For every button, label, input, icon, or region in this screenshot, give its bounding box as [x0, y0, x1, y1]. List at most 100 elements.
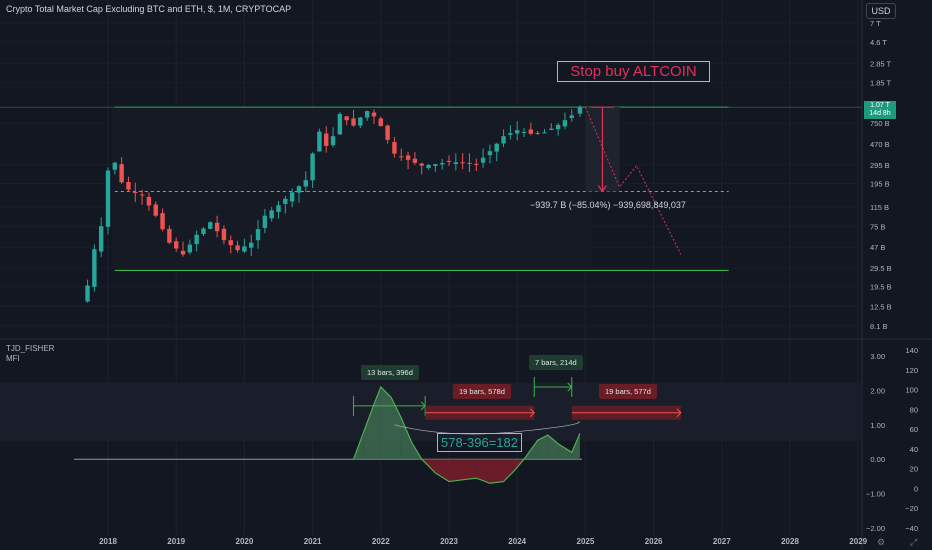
ind-left-tick: −1.00 [866, 490, 885, 499]
candle-body [98, 226, 104, 252]
candle-body [358, 117, 363, 126]
y-tick-label: 75 B [870, 222, 885, 231]
candle-body [535, 132, 540, 134]
x-tick-label: 2029 [849, 537, 867, 546]
indicator-area-segment [547, 435, 559, 460]
currency-button[interactable]: USD [866, 3, 896, 19]
y-tick-label: 750 B [870, 119, 890, 128]
candle-body [153, 204, 158, 216]
candle-body [501, 136, 506, 144]
candle-body [119, 164, 124, 183]
ind-right-tick: −40 [905, 524, 918, 533]
range-box [111, 107, 593, 271]
candle-body [562, 120, 568, 127]
expand-icon[interactable]: ⤢ [910, 537, 918, 547]
candle-body [412, 158, 418, 163]
y-tick-label: 12.5 B [870, 303, 892, 312]
range-arrow [676, 408, 682, 418]
candle-body [467, 162, 472, 164]
y-tick-label: 47 B [870, 243, 885, 252]
ind-right-tick: 0 [914, 484, 918, 493]
candle-body [139, 194, 145, 196]
candle-body [167, 228, 172, 243]
candle-body [515, 130, 520, 134]
indicator-area-segment [373, 386, 381, 460]
range-tag-2: 19 bars, 578d [453, 384, 511, 399]
indicator-area-segment [401, 417, 412, 460]
candle-body [160, 213, 165, 230]
candle-body [262, 215, 268, 228]
candle-body [249, 242, 254, 248]
candle-body [303, 180, 308, 187]
ind-right-tick: 120 [905, 366, 918, 375]
candle-body [317, 131, 322, 152]
ind-left-tick: 1.00 [870, 421, 885, 430]
drop-measure-label: −939.7 B (−85.04%) −939,698,849,037 [530, 200, 686, 210]
candle-body [487, 151, 493, 156]
range-tag-4: 19 bars, 577d [599, 384, 657, 399]
indicator-area-segment [462, 459, 477, 480]
y-tick-label: 195 B [870, 179, 890, 188]
y-tick-label: 7 T [870, 19, 881, 28]
candle-body [385, 125, 390, 140]
ind-right-tick: −20 [905, 504, 918, 513]
ind-right-tick: 80 [910, 405, 918, 414]
ind-left-tick: −2.00 [866, 524, 885, 533]
stop-buy-annotation[interactable]: Stop buy ALTCOIN [557, 61, 710, 82]
candle-body [214, 222, 220, 232]
y-tick-label: 8.1 B [870, 322, 888, 331]
candle-body [569, 115, 574, 119]
formula-annotation: 578-396=182 [437, 433, 522, 452]
candle-body [112, 162, 118, 170]
candle-body [180, 250, 186, 255]
candle-body [201, 228, 206, 234]
candle-body [405, 155, 411, 160]
last-price-value: 1.07 T [870, 102, 890, 109]
candle-body [494, 143, 499, 152]
candle-body [174, 241, 179, 249]
x-tick-label: 2028 [781, 537, 799, 546]
indicator-line [352, 385, 581, 484]
candle-body [426, 164, 431, 168]
candle-body [269, 210, 274, 219]
candle-body [446, 160, 452, 162]
candle-body [289, 192, 295, 202]
candle-body [508, 133, 513, 135]
candle-body [330, 136, 336, 146]
y-tick-label: 4.6 T [870, 38, 887, 47]
candle-body [549, 128, 554, 130]
candle-body [378, 118, 383, 127]
indicator-area-segment [380, 386, 392, 460]
x-tick-label: 2027 [713, 537, 731, 546]
candle-body [133, 192, 138, 194]
range-arrow [529, 408, 535, 418]
indicator-area-segment [503, 459, 514, 482]
y-tick-label: 295 B [870, 161, 890, 170]
candle-body [146, 196, 152, 206]
indicator-name-fisher[interactable]: TJD_FISHER [6, 344, 55, 353]
ind-left-tick: 3.00 [870, 352, 885, 361]
candle-body [228, 240, 233, 246]
y-tick-label: 29.5 B [870, 264, 892, 273]
gear-icon[interactable]: ⚙ [877, 537, 886, 547]
y-tick-label: 2.85 T [870, 59, 892, 68]
candle-body [255, 229, 261, 241]
y-tick-label: 19.5 B [870, 283, 892, 292]
candle-body [85, 285, 90, 302]
x-tick-label: 2021 [304, 537, 322, 546]
candle-body [344, 116, 349, 121]
candle-body [555, 124, 561, 130]
candle-body [126, 181, 131, 190]
candle-body [577, 107, 583, 114]
candle-body [235, 245, 240, 251]
candle-body [399, 156, 404, 158]
x-tick-label: 2025 [577, 537, 595, 546]
range-tag-3: 7 bars, 214d [529, 355, 583, 370]
candle-body [433, 164, 438, 166]
indicator-area-segment [391, 397, 402, 460]
candle-body [439, 163, 445, 165]
indicator-area-segment [558, 443, 572, 460]
x-tick-label: 2020 [236, 537, 254, 546]
indicator-name-mfi[interactable]: MFI [6, 354, 20, 363]
